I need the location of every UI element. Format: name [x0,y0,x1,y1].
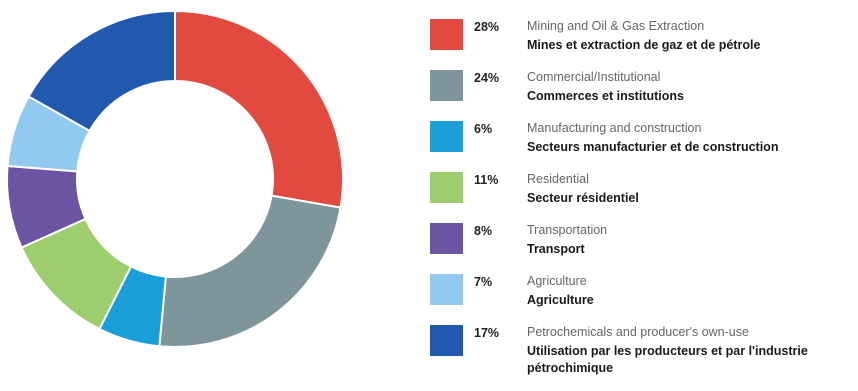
legend-label-en: Commercial/Institutional [527,70,661,84]
donut-chart [6,9,344,348]
legend-percent: 17% [474,326,500,340]
legend-item-2: 24% Commercial/Institutional Commerces e… [430,66,850,117]
legend-item-1: 28% Mining and Oil & Gas Extraction Mine… [430,15,850,66]
legend-label-fr: Commerces et institutions [527,89,684,103]
legend-swatch [430,121,463,152]
legend-label-en: Manufacturing and construction [527,121,702,135]
legend-percent: 28% [474,20,500,34]
legend-swatch [430,325,463,356]
legend-label-fr: Utilisation par les producteurs et par l… [527,344,808,375]
legend-item-7: 17% Petrochemicals and producer's own-us… [430,321,850,391]
legend-item-5: 8% Transportation Transport [430,219,850,270]
legend-label-fr: Secteurs manufacturier et de constructio… [527,140,779,154]
legend-swatch [430,274,463,305]
legend-label-fr: Agriculture [527,293,594,307]
donut-slice-1 [174,9,344,209]
legend-item-4: 11% Residential Secteur résidentiel [430,168,850,219]
legend-label-fr: Transport [527,242,585,256]
legend-label-en: Transportation [527,223,608,237]
legend-label-en: Mining and Oil & Gas Extraction [527,19,705,33]
legend-label-en: Petrochemicals and producer's own-use [527,325,749,339]
legend-swatch [430,172,463,203]
legend-swatch [430,223,463,254]
chart-legend: 28% Mining and Oil & Gas Extraction Mine… [430,15,850,391]
legend-swatch [430,70,463,101]
legend-percent: 24% [474,71,500,85]
legend-label-en: Residential [527,172,589,186]
legend-percent: 11% [474,173,499,187]
donut-slice-7 [27,9,176,133]
legend-swatch [430,19,463,50]
legend-label-fr: Secteur résidentiel [527,191,639,205]
legend-percent: 7% [474,275,493,289]
legend-label-fr: Mines et extraction de gaz et de pétrole [527,38,761,52]
donut-slice-2 [158,194,342,348]
legend-percent: 6% [474,122,493,136]
legend-percent: 8% [474,224,493,238]
legend-label-en: Agriculture [527,274,587,288]
legend-item-6: 7% Agriculture Agriculture [430,270,850,321]
legend-item-3: 6% Manufacturing and construction Secteu… [430,117,850,168]
